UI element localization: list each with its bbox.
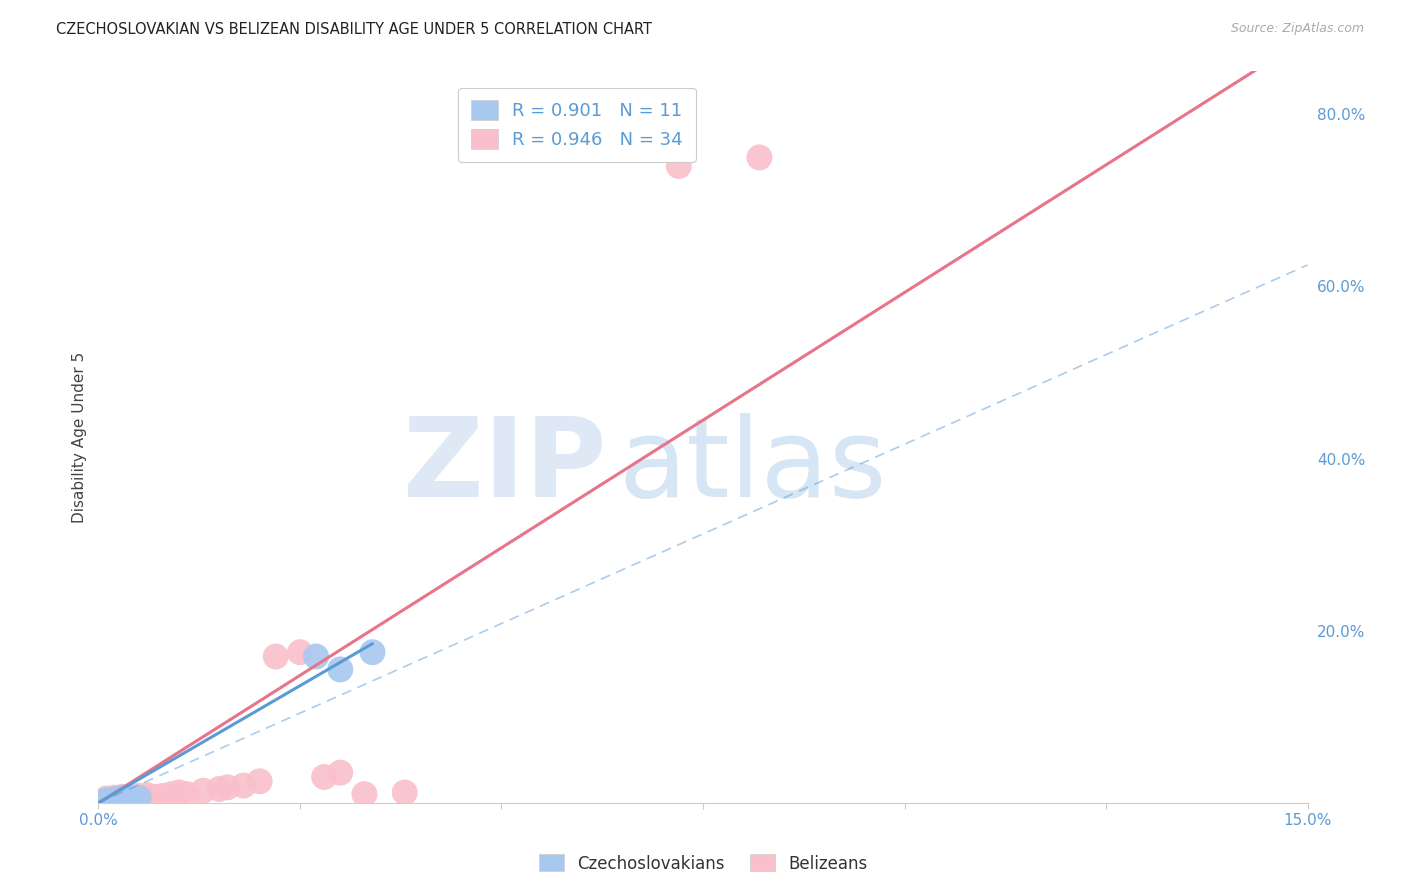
Point bbox=[96, 792, 118, 806]
Point bbox=[128, 791, 150, 805]
Point bbox=[96, 793, 118, 807]
Point bbox=[668, 159, 690, 173]
Point bbox=[329, 662, 352, 676]
Point bbox=[249, 774, 271, 789]
Point bbox=[264, 649, 287, 664]
Point bbox=[152, 789, 174, 803]
Y-axis label: Disability Age Under 5: Disability Age Under 5 bbox=[72, 351, 87, 523]
Legend: R = 0.901   N = 11, R = 0.946   N = 34: R = 0.901 N = 11, R = 0.946 N = 34 bbox=[458, 87, 696, 161]
Point bbox=[103, 790, 125, 805]
Point bbox=[96, 791, 118, 805]
Point bbox=[120, 790, 142, 805]
Point bbox=[394, 785, 416, 799]
Point bbox=[120, 792, 142, 806]
Point bbox=[103, 793, 125, 807]
Legend: Czechoslovakians, Belizeans: Czechoslovakians, Belizeans bbox=[531, 847, 875, 880]
Point bbox=[353, 787, 375, 801]
Point bbox=[135, 790, 157, 805]
Point bbox=[96, 794, 118, 808]
Point bbox=[128, 789, 150, 803]
Text: CZECHOSLOVAKIAN VS BELIZEAN DISABILITY AGE UNDER 5 CORRELATION CHART: CZECHOSLOVAKIAN VS BELIZEAN DISABILITY A… bbox=[56, 22, 652, 37]
Point bbox=[193, 783, 215, 797]
Point bbox=[111, 793, 134, 807]
Point bbox=[128, 790, 150, 805]
Text: atlas: atlas bbox=[619, 413, 887, 520]
Point bbox=[748, 150, 770, 164]
Point bbox=[103, 793, 125, 807]
Text: Source: ZipAtlas.com: Source: ZipAtlas.com bbox=[1230, 22, 1364, 36]
Point bbox=[111, 791, 134, 805]
Point bbox=[111, 790, 134, 805]
Point bbox=[143, 789, 166, 804]
Point bbox=[103, 792, 125, 806]
Point bbox=[314, 770, 336, 784]
Text: ZIP: ZIP bbox=[404, 413, 606, 520]
Point bbox=[103, 792, 125, 806]
Point bbox=[288, 645, 311, 659]
Point bbox=[329, 765, 352, 780]
Point bbox=[176, 787, 198, 801]
Point bbox=[111, 789, 134, 804]
Point bbox=[208, 782, 231, 797]
Point bbox=[217, 780, 239, 795]
Point bbox=[96, 793, 118, 807]
Point bbox=[305, 649, 328, 664]
Point bbox=[167, 785, 190, 799]
Point bbox=[111, 792, 134, 806]
Point bbox=[96, 794, 118, 808]
Point bbox=[135, 788, 157, 802]
Point bbox=[160, 787, 183, 801]
Point bbox=[232, 779, 254, 793]
Point bbox=[361, 645, 384, 659]
Point bbox=[120, 791, 142, 805]
